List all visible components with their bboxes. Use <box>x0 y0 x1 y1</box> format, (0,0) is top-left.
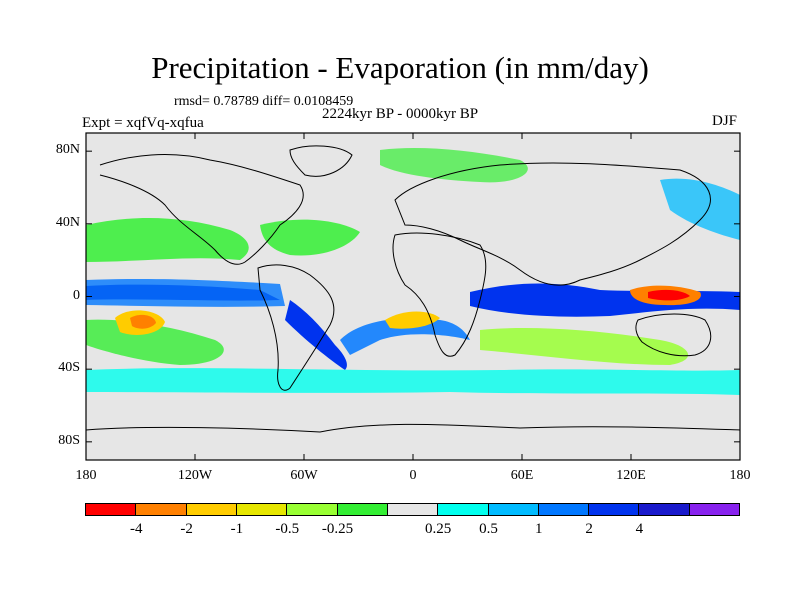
antarctica-outline <box>86 423 740 433</box>
colorbar-segment <box>85 503 137 516</box>
coastlines <box>86 145 740 433</box>
colorbar-segment <box>437 503 489 516</box>
colorbar-label: 2 <box>585 521 593 537</box>
africa-outline <box>392 232 487 357</box>
colorbar-segment <box>336 503 388 516</box>
north-pacific-green-band <box>86 218 249 262</box>
colorbar-segment <box>185 503 237 516</box>
colorbar-segment <box>588 503 640 516</box>
colorbar-label: 0.25 <box>425 521 452 537</box>
lon-label: 180 <box>75 468 97 483</box>
south-america-outline <box>257 264 335 391</box>
arctic-green-patch <box>380 148 528 183</box>
lon-label: 180 <box>729 468 751 483</box>
south-pacific-orange-patch <box>130 314 156 329</box>
south-america-wet-band <box>285 300 347 370</box>
colorbar-label: -4 <box>130 521 143 537</box>
indian-ocean-green-band <box>480 328 689 365</box>
lon-label: 60W <box>290 468 318 483</box>
southern-ocean-cyan-band <box>86 368 740 395</box>
colorbar-label: 0.5 <box>479 521 498 537</box>
lat-label: 80S <box>58 432 80 448</box>
lat-label: 40N <box>55 214 80 230</box>
colorbar-segment <box>487 503 539 516</box>
colorbar-segment <box>638 503 690 516</box>
south-atlantic-wet-arc <box>340 318 470 355</box>
anomaly-field <box>86 148 740 395</box>
lat-label: 40S <box>58 360 80 376</box>
south-atlantic-yellow-patch <box>385 311 440 329</box>
lon-label: 120E <box>616 468 646 483</box>
colorbar-label: -0.5 <box>275 521 300 537</box>
colorbar-segment <box>537 503 590 516</box>
season-label: DJF <box>712 113 738 129</box>
lat-label: 80N <box>55 142 80 158</box>
colorbar-label: -2 <box>180 521 193 537</box>
period-text: 2224kyr BP - 0000kyr BP <box>322 106 479 122</box>
colorbar-segment <box>386 503 439 516</box>
eurasia-outline <box>394 162 711 286</box>
pacific-itcz-band-outer <box>86 278 285 307</box>
lon-label: 0 <box>409 468 417 483</box>
colorbar-segment <box>235 503 288 516</box>
colorbar-segment <box>135 503 187 516</box>
colorbar-label: 4 <box>635 521 644 537</box>
lon-label: 60E <box>510 468 534 483</box>
maritime-continent-core <box>648 289 690 301</box>
stats-text: rmsd= 0.78789 diff= 0.0108459 <box>174 94 354 109</box>
north-atlantic-green-band <box>260 219 360 256</box>
colorbar-label: -1 <box>230 521 244 537</box>
lon-label: 120W <box>177 468 213 483</box>
tick-marks <box>85 133 741 460</box>
colorbar-segment <box>286 503 338 516</box>
lat-label: 0 <box>73 287 80 303</box>
greenland-outline <box>289 145 353 177</box>
colorbar-segment <box>688 503 741 516</box>
north-america-outline <box>99 154 304 265</box>
north-pacific-cyan-patch <box>660 178 740 240</box>
colorbar <box>85 503 741 516</box>
experiment-label: Expt = xqfVq-xqfua <box>82 115 204 131</box>
australia-outline <box>635 313 712 357</box>
colorbar-label: 1 <box>535 521 543 537</box>
colorbar-label: -0.25 <box>321 521 354 537</box>
map-title: Precipitation - Evaporation (in mm/day) <box>151 50 649 85</box>
